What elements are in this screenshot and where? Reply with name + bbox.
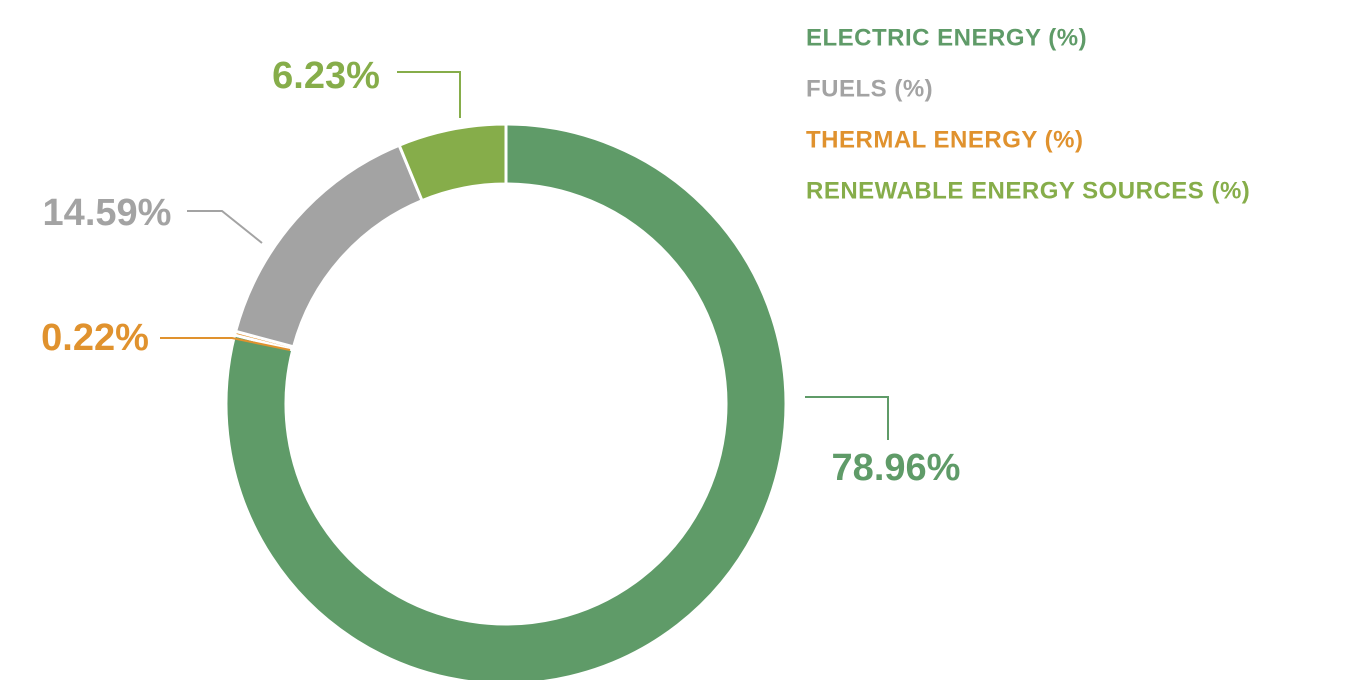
- leader-line: [160, 337, 291, 351]
- legend-entry: ELECTRIC ENERGY (%): [806, 24, 1087, 51]
- value-label: 14.59%: [43, 192, 172, 234]
- slice: [233, 143, 425, 349]
- legend-entry: THERMAL ENERGY (%): [806, 126, 1083, 153]
- legend-entry: FUELS (%): [806, 75, 933, 102]
- slice: [224, 122, 788, 680]
- legend-entry: RENEWABLE ENERGY SOURCES (%): [806, 177, 1250, 204]
- slice: [397, 122, 508, 203]
- leader-line: [805, 396, 889, 440]
- value-label: 0.22%: [41, 317, 149, 359]
- value-label: 6.23%: [272, 55, 380, 97]
- leader-line: [187, 210, 263, 244]
- value-label: 78.96%: [832, 447, 961, 489]
- leader-line: [397, 71, 461, 118]
